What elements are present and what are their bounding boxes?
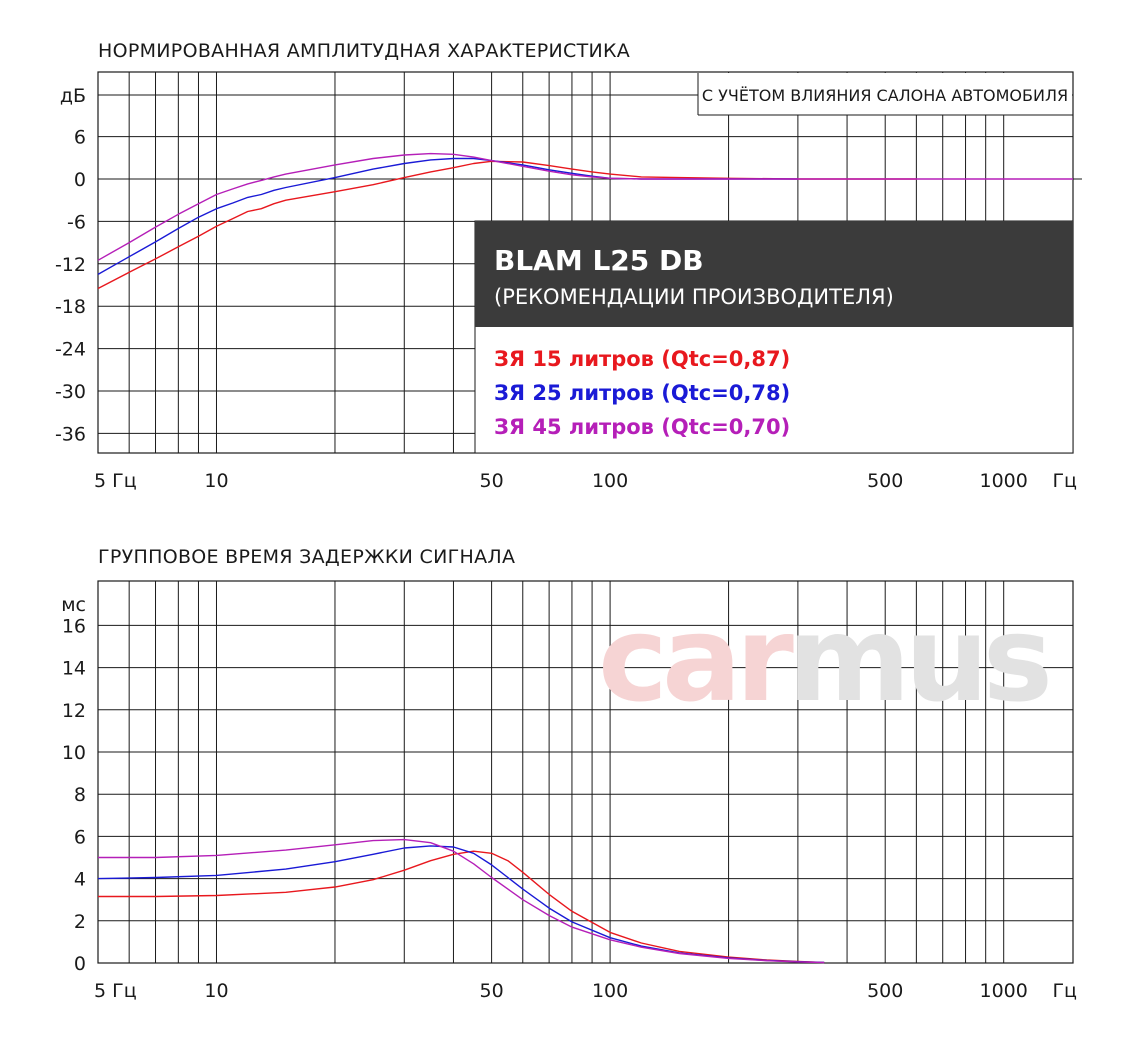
series-line-3 — [98, 838, 825, 964]
y-tick-label: 16 — [62, 615, 86, 637]
x-tick-label: 500 — [867, 980, 903, 1002]
series-line-3 — [97, 152, 1073, 261]
legend-title: BLAM L25 DB — [494, 244, 704, 277]
y-tick-label: 10 — [62, 742, 86, 764]
watermark-part1: car — [598, 590, 794, 728]
y-unit-label: дБ — [60, 85, 86, 107]
y-tick-label: 0 — [74, 169, 86, 191]
y-tick-label: -36 — [55, 423, 86, 445]
y-unit-label: мс — [61, 594, 86, 616]
y-tick-label: 12 — [62, 700, 86, 722]
x-tick-label: 500 — [867, 470, 903, 492]
legend-entry-2: ЗЯ 25 литров (Qtc=0,78) — [494, 381, 790, 405]
legend-subtitle: (РЕКОМЕНДАЦИИ ПРОИЗВОДИТЕЛЯ) — [494, 285, 894, 309]
x-tick-label: 1000 — [980, 980, 1028, 1002]
x-tick-label: 100 — [592, 980, 628, 1002]
x-unit-label: Гц — [1052, 980, 1077, 1002]
y-tick-label: 6 — [74, 826, 86, 848]
y-tick-label: 6 — [74, 127, 86, 149]
x-tick-label: 50 — [480, 470, 504, 492]
chart-panel-0: дБ 6 0 -6 -12 -18 -24 -30 -36 5 Гц 10 50 100 500 1000 Г… — [55, 71, 1082, 492]
x-tick-label: 1000 — [980, 470, 1028, 492]
chart-title-amplitude: НОРМИРОВАННАЯ АМПЛИТУДНАЯ ХАРАКТЕРИСТИКА — [98, 40, 631, 62]
series-line-1 — [98, 850, 825, 964]
x-unit-label: Гц — [1052, 470, 1077, 492]
x-tick-label: 5 Гц — [94, 470, 137, 492]
watermark: carmus — [598, 590, 1048, 728]
y-tick-label: -30 — [55, 381, 86, 403]
chart-title-group-delay: ГРУППОВОЕ ВРЕМЯ ЗАДЕРЖКИ СИГНАЛА — [98, 546, 516, 568]
y-tick-label: 0 — [74, 953, 86, 975]
x-tick-label: 50 — [480, 980, 504, 1002]
series-line-2 — [97, 845, 825, 964]
y-tick-label: -24 — [55, 339, 86, 361]
plot-frame — [97, 580, 1074, 964]
y-tick-label: 14 — [62, 658, 86, 680]
legend-entry-3: ЗЯ 45 литров (Qtc=0,70) — [494, 415, 790, 439]
chart-note: С УЧЁТОМ ВЛИЯНИЯ САЛОНА АВТОМОБИЛЯ — [702, 86, 1068, 105]
y-tick-label: -18 — [55, 296, 86, 318]
x-tick-label: 100 — [592, 470, 628, 492]
note-box — [698, 73, 1072, 115]
legend-entry-1: ЗЯ 15 литров (Qtc=0,87) — [494, 347, 790, 371]
series-line-1 — [97, 160, 917, 290]
y-tick-label: 2 — [74, 911, 86, 933]
legend-header — [475, 221, 1073, 327]
watermark-part2: mus — [788, 590, 1048, 728]
y-tick-label: 8 — [74, 784, 86, 806]
x-tick-label: 10 — [204, 470, 228, 492]
y-tick-label: -12 — [55, 254, 86, 276]
y-tick-label: 4 — [74, 869, 86, 891]
y-tick-label: -6 — [67, 211, 86, 233]
x-tick-label: 10 — [204, 980, 228, 1002]
x-tick-label: 5 Гц — [94, 980, 137, 1002]
